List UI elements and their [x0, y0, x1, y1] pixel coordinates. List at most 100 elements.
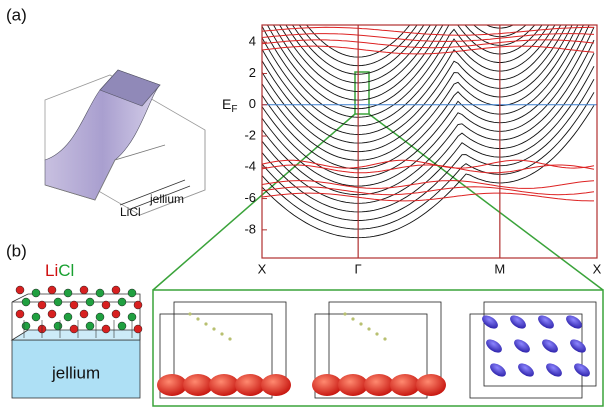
density-lobe — [235, 374, 265, 396]
density-lobe — [364, 374, 394, 396]
density-lobe — [510, 315, 526, 329]
density-dot — [204, 322, 208, 326]
y-tick-label: 0 — [249, 96, 256, 111]
y-tick-label: 2 — [249, 65, 256, 80]
atom — [95, 312, 105, 322]
atom — [101, 300, 111, 310]
y-axis-label-sub: F — [231, 103, 237, 114]
band — [285, 25, 515, 84]
band — [262, 25, 556, 127]
density-lobe — [570, 339, 586, 353]
density-lobe — [157, 374, 187, 396]
atom — [85, 321, 95, 331]
atom — [53, 297, 63, 307]
density-dot — [212, 327, 216, 331]
atom — [133, 324, 143, 334]
y-axis-label: EF — [222, 95, 237, 114]
band — [262, 92, 595, 230]
substrate-label: jellium — [51, 363, 100, 382]
atom — [37, 300, 47, 310]
inset-box — [469, 313, 583, 399]
band — [266, 25, 543, 110]
band — [262, 25, 550, 118]
density-dot — [351, 317, 355, 321]
density-lobe — [390, 374, 420, 396]
atom — [133, 300, 143, 310]
atom — [47, 309, 57, 319]
atom — [21, 321, 31, 331]
band — [262, 25, 579, 161]
density-dot — [220, 332, 224, 336]
density-lobe — [416, 374, 446, 396]
bands — [262, 25, 595, 239]
density-lobe — [482, 315, 498, 329]
density-lobe — [514, 339, 530, 353]
charge-density-insets — [157, 301, 597, 399]
atom — [79, 309, 89, 319]
species: Li — [45, 261, 58, 280]
density-lobe — [338, 374, 368, 396]
atom — [111, 309, 121, 319]
band — [262, 26, 595, 36]
density-lobe — [490, 363, 506, 377]
atom — [21, 297, 31, 307]
band — [262, 192, 594, 202]
band — [262, 26, 595, 187]
atom — [69, 324, 79, 334]
atom — [31, 288, 41, 298]
y-tick-label: -2 — [244, 127, 256, 142]
atomic-structure — [10, 285, 143, 399]
density-lobe — [312, 374, 342, 396]
panel-label: (b) — [6, 241, 27, 260]
atom — [69, 300, 79, 310]
density-lobe — [574, 363, 590, 377]
density-lobe — [261, 374, 291, 396]
band — [262, 25, 590, 178]
band — [262, 25, 584, 170]
density-lobe — [183, 374, 213, 396]
density-dot — [228, 337, 232, 341]
density-dot — [367, 327, 371, 331]
band — [262, 25, 562, 135]
y-tick-label: 4 — [249, 34, 256, 49]
surface-label: LiCl — [120, 205, 141, 219]
band — [262, 186, 595, 196]
density-dot — [196, 317, 200, 321]
density-dot — [383, 337, 387, 341]
density-lobe — [209, 374, 239, 396]
atom — [111, 285, 121, 295]
surface-label: jellium — [149, 192, 184, 206]
density-lobe — [566, 315, 582, 329]
y-tick-label: -8 — [244, 221, 256, 236]
atom — [85, 297, 95, 307]
density-lobe — [542, 339, 558, 353]
plot-frame — [261, 24, 598, 259]
atom — [101, 324, 111, 334]
x-tick-label: X — [258, 261, 267, 276]
atom — [95, 288, 105, 298]
atom — [63, 288, 73, 298]
y-tick-label: -4 — [244, 159, 256, 174]
x-tick-label: X — [593, 261, 602, 276]
density-lobe — [486, 339, 502, 353]
x-tick-label: Γ — [355, 261, 362, 276]
inset-box — [159, 313, 273, 399]
band — [262, 180, 595, 189]
inset-box — [314, 313, 428, 399]
atom — [127, 288, 137, 298]
atom — [79, 285, 89, 295]
band — [305, 25, 411, 58]
band — [262, 65, 595, 213]
atom — [117, 321, 127, 331]
band — [272, 25, 536, 101]
density-dot — [359, 322, 363, 326]
density-lobe — [538, 315, 554, 329]
band — [291, 25, 425, 75]
band — [262, 164, 595, 174]
band — [262, 105, 595, 239]
band — [262, 45, 595, 55]
band — [262, 78, 595, 221]
species: Cl — [58, 261, 74, 280]
atom — [117, 297, 127, 307]
